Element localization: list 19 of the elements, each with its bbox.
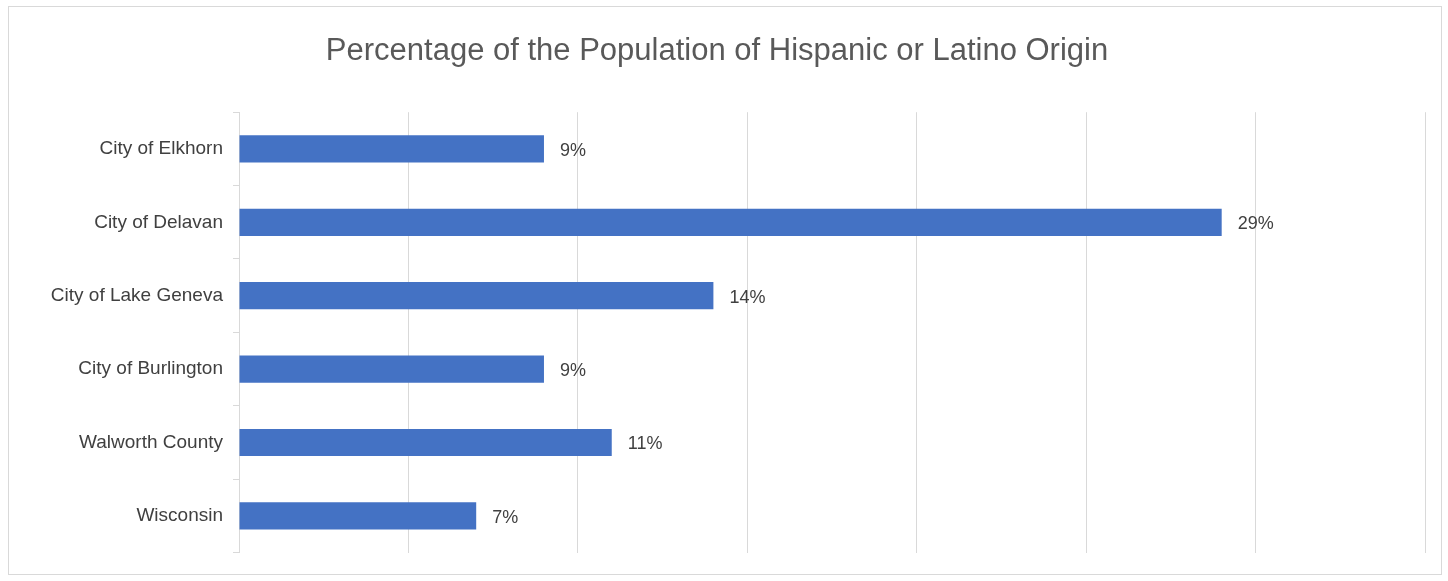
y-tick-label: City of Lake Geneva — [50, 283, 224, 305]
data-label: 29% — [1237, 213, 1274, 234]
data-label: 11% — [627, 433, 663, 454]
data-label: 14% — [729, 286, 766, 307]
data-label: 9% — [559, 360, 586, 381]
bar — [239, 428, 612, 457]
data-label: 9% — [559, 139, 586, 160]
chart-title: Percentage of the Population of Hispanic or Latino Origin — [325, 32, 1109, 68]
data-label: 7% — [492, 506, 519, 527]
y-tick-label: City of Burlington — [78, 357, 223, 379]
y-tick-label: Walworth County — [79, 430, 224, 452]
bar — [239, 282, 714, 310]
bar — [239, 208, 1222, 236]
bar — [239, 502, 477, 530]
bar — [239, 135, 544, 163]
y-tick-label: Wisconsin — [136, 504, 223, 526]
y-tick-label: City of Elkhorn — [99, 137, 223, 159]
y-tick-label: City of Delavan — [94, 210, 223, 232]
bar — [239, 355, 544, 383]
